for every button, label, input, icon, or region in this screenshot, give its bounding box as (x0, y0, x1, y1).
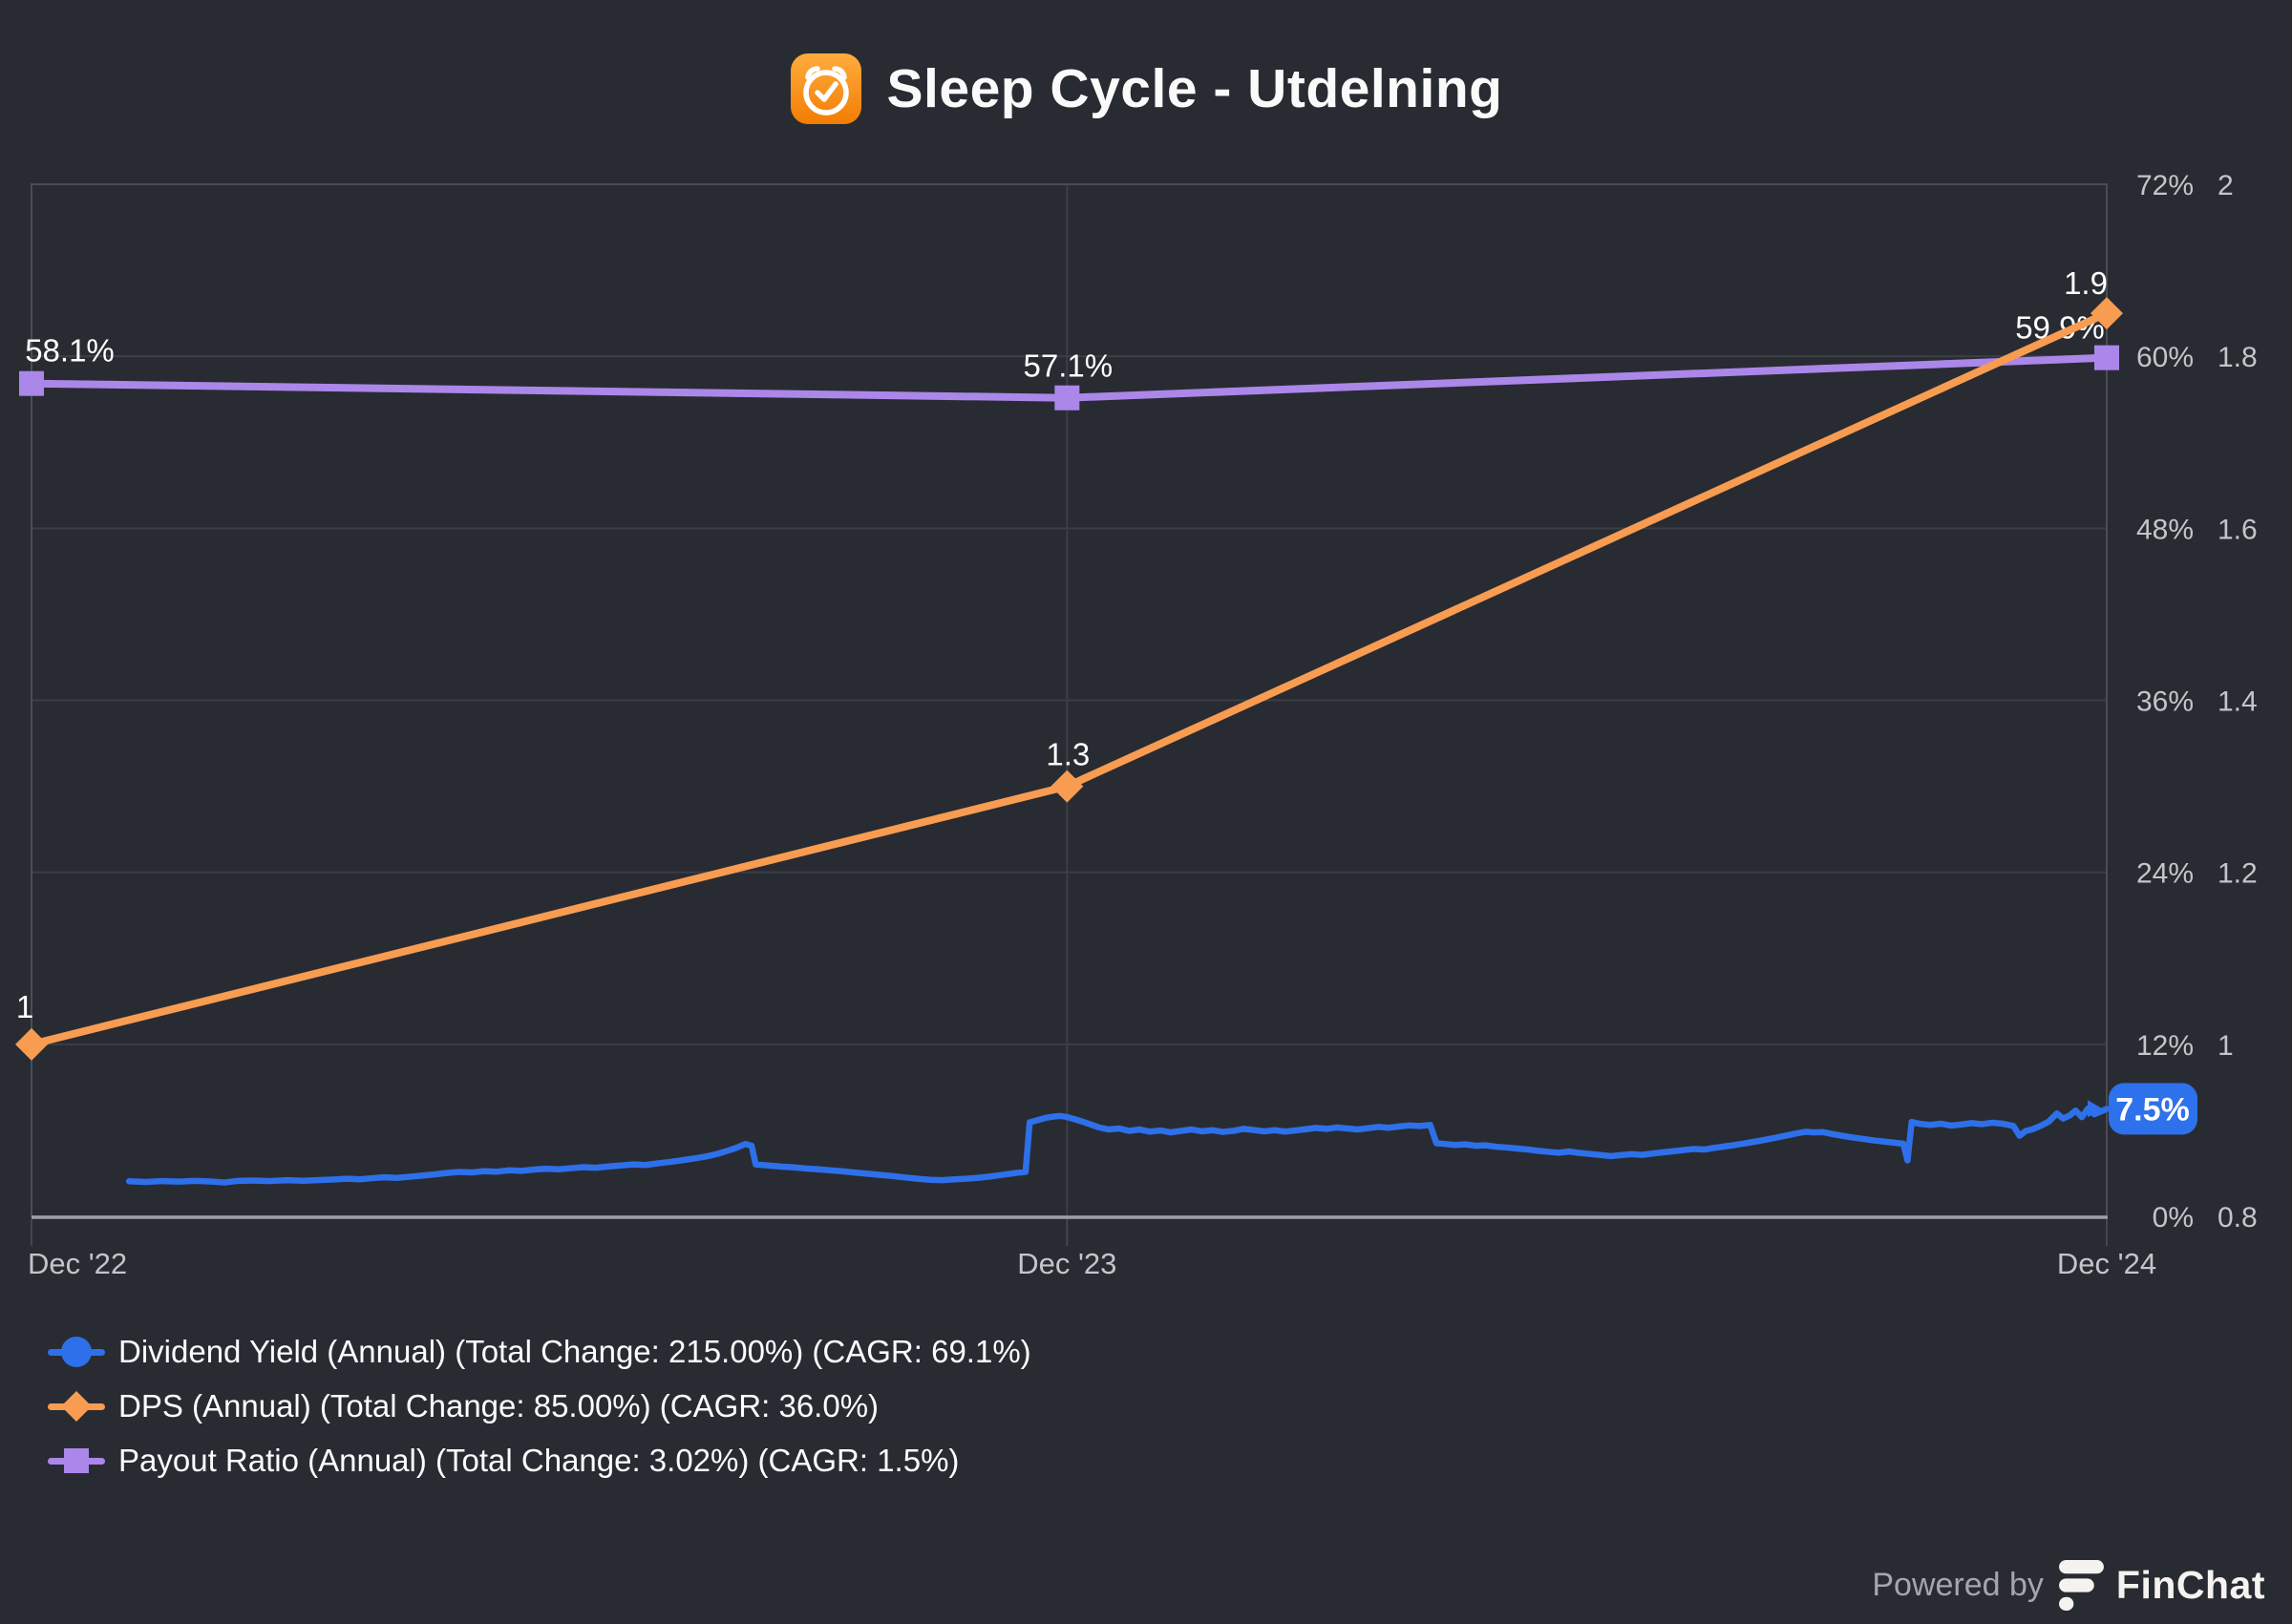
payout-ratio-marker[interactable] (1054, 385, 1080, 411)
payout-ratio-marker[interactable] (2094, 345, 2119, 370)
payout-ratio-data-label: 58.1% (25, 333, 115, 369)
x-axis-label: Dec '23 (1017, 1247, 1116, 1280)
y-axis-dps-tick-label: 0.8 (2218, 1202, 2258, 1234)
y-axis-percent-tick-label: 36% (2136, 686, 2194, 718)
legend-item-dps[interactable]: DPS (Annual) (Total Change: 85.00%) (CAG… (46, 1385, 1031, 1427)
dps-line[interactable] (28, 309, 2111, 1048)
sleep-cycle-app-icon (790, 53, 861, 124)
legend-label: Payout Ratio (Annual) (Total Change: 3.0… (118, 1443, 960, 1478)
chart-header: Sleep Cycle - Utdelning (0, 46, 2292, 132)
x-axis-label: Dec '24 (2057, 1247, 2156, 1280)
dps-marker[interactable] (15, 1027, 48, 1061)
y-axis-percent-tick-label: 60% (2136, 342, 2194, 373)
payout-ratio-data-label: 59.9% (2015, 310, 2105, 346)
dividend-yield-value-badge (2109, 1083, 2197, 1135)
legend-marker-diamond-icon (48, 1391, 105, 1422)
legend-item-dividend-yield[interactable]: Dividend Yield (Annual) (Total Change: 2… (46, 1331, 1031, 1373)
dividend-yield-badge-label: 7.5% (2115, 1091, 2190, 1128)
y-axis-dps-tick-label: 1.6 (2218, 514, 2258, 545)
x-axis-label: Dec '22 (28, 1247, 127, 1280)
legend-label: Dividend Yield (Annual) (Total Change: 2… (118, 1334, 1031, 1369)
dps-data-label: 1.3 (1046, 737, 1090, 772)
y-axis-dps-tick-label: 1.8 (2218, 342, 2258, 373)
chart-legend: Dividend Yield (Annual) (Total Change: 2… (46, 1331, 1031, 1482)
y-axis-percent-tick-label: 12% (2136, 1030, 2194, 1062)
payout-ratio-data-label: 57.1% (1024, 348, 1114, 384)
dps-marker[interactable] (2090, 297, 2123, 330)
y-axis-dps-tick-label: 2 (2218, 170, 2234, 201)
dps-marker[interactable] (1050, 770, 1084, 803)
dps-data-label: 1 (16, 989, 33, 1024)
page-title: Sleep Cycle - Utdelning (886, 58, 1503, 119)
legend-marker-square-icon (48, 1448, 105, 1473)
dps-data-label: 1.9 (2064, 265, 2108, 301)
y-axis-percent-tick-label: 48% (2136, 514, 2194, 545)
y-axis-percent-tick-label: 72% (2136, 170, 2194, 201)
finchat-attribution: Powered by FinChat (1872, 1558, 2265, 1612)
payout-ratio-marker[interactable] (19, 370, 44, 396)
finchat-logo-icon (2058, 1559, 2104, 1611)
legend-marker-circle-icon (48, 1337, 105, 1367)
legend-item-payout-ratio[interactable]: Payout Ratio (Annual) (Total Change: 3.0… (46, 1440, 1031, 1482)
y-axis-percent-tick-label: 24% (2136, 858, 2194, 890)
y-axis-dps-tick-label: 1 (2218, 1030, 2234, 1062)
powered-by-label: Powered by (1872, 1566, 2044, 1603)
finchat-brand-name: FinChat (2115, 1562, 2265, 1607)
dividend-yield-line[interactable] (125, 1105, 2111, 1186)
y-axis-dps-tick-label: 1.4 (2218, 686, 2258, 718)
finchat-brand-link[interactable]: FinChat (2058, 1559, 2265, 1611)
y-axis-dps-tick-label: 1.2 (2218, 858, 2258, 890)
legend-label: DPS (Annual) (Total Change: 85.00%) (CAG… (118, 1388, 880, 1424)
dividend-yield-end-arrow (2088, 1100, 2103, 1118)
y-axis-percent-tick-label: 0% (2153, 1202, 2194, 1234)
